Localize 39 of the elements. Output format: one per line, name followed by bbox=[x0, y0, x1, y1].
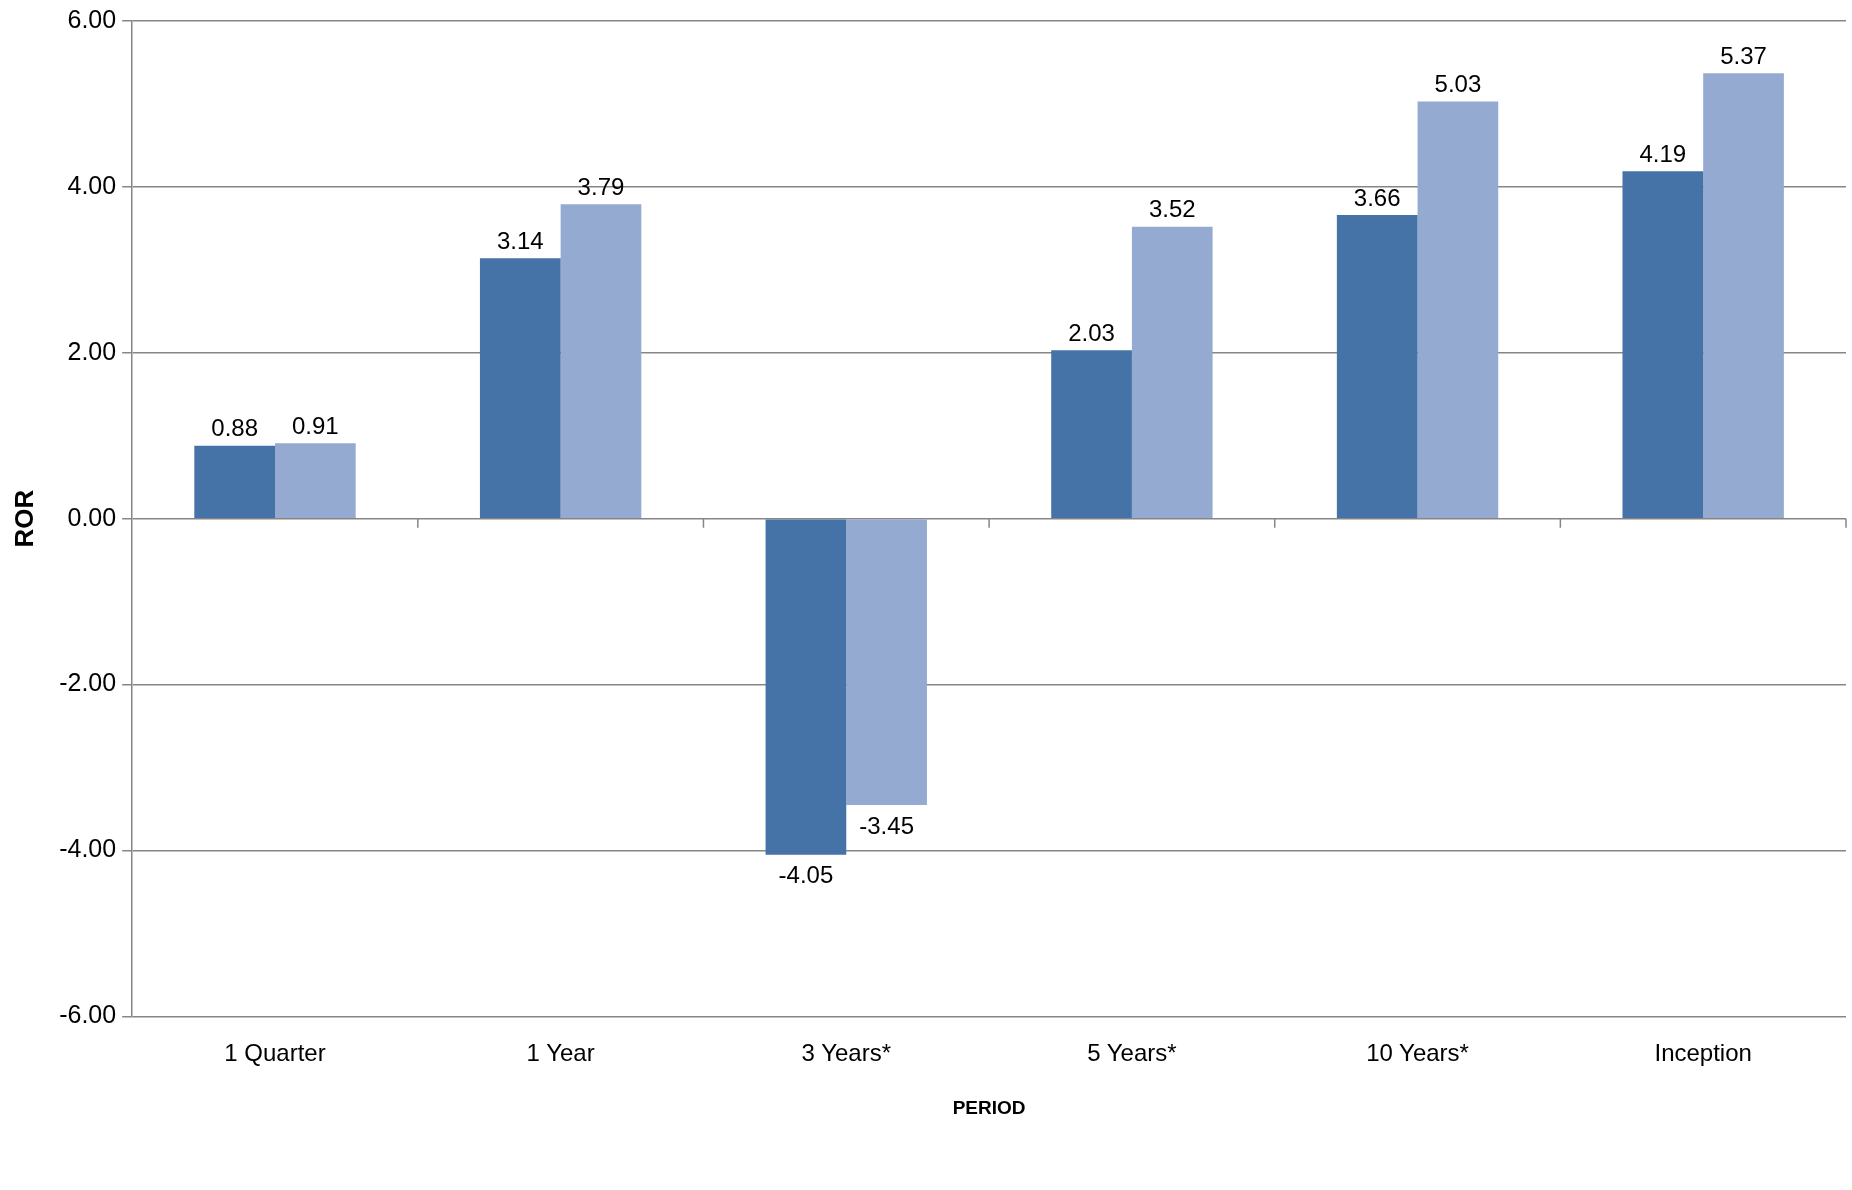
bar bbox=[765, 519, 847, 855]
bar bbox=[1336, 215, 1418, 518]
data-label: -4.05 bbox=[778, 861, 834, 889]
x-tick-label: Inception bbox=[1654, 1039, 1752, 1067]
bar bbox=[1051, 350, 1132, 518]
y-tick-label: -6.00 bbox=[59, 1000, 117, 1029]
data-label: 2.03 bbox=[1068, 318, 1115, 346]
data-label: 5.37 bbox=[1720, 41, 1767, 69]
x-tick-label: 1 Year bbox=[526, 1039, 595, 1067]
data-label: 3.66 bbox=[1353, 183, 1401, 211]
bar bbox=[1622, 171, 1704, 518]
data-label: 3.52 bbox=[1148, 195, 1196, 223]
x-tick-label: 3 Years* bbox=[801, 1039, 891, 1067]
data-label: 3.14 bbox=[496, 226, 544, 254]
data-label: 4.19 bbox=[1639, 139, 1687, 167]
bar bbox=[1417, 101, 1499, 518]
y-tick-label: 0.00 bbox=[67, 502, 117, 531]
data-label: 0.88 bbox=[211, 414, 259, 442]
y-tick-label: 4.00 bbox=[67, 170, 117, 199]
data-label: 0.91 bbox=[291, 411, 339, 439]
x-tick-label: 5 Years* bbox=[1087, 1039, 1177, 1067]
bar bbox=[194, 445, 275, 518]
x-tick-label: 1 Quarter bbox=[224, 1039, 326, 1067]
bar bbox=[560, 204, 642, 518]
data-label: -3.45 bbox=[859, 811, 914, 839]
y-tick-label: -2.00 bbox=[59, 668, 117, 697]
y-tick-label: 2.00 bbox=[67, 336, 117, 365]
y-tick-label: 6.00 bbox=[67, 4, 117, 33]
bar bbox=[846, 519, 927, 805]
bar bbox=[1703, 73, 1784, 518]
y-axis-title: ROR bbox=[8, 489, 39, 548]
bar bbox=[275, 443, 356, 518]
bar bbox=[479, 258, 561, 518]
x-tick-label: 10 Years* bbox=[1366, 1039, 1469, 1067]
x-axis-title: PERIOD bbox=[952, 1096, 1026, 1118]
data-label: 3.79 bbox=[577, 172, 625, 200]
y-tick-label: -4.00 bbox=[59, 834, 117, 863]
data-label: 5.03 bbox=[1434, 70, 1482, 98]
bar bbox=[1131, 226, 1213, 518]
